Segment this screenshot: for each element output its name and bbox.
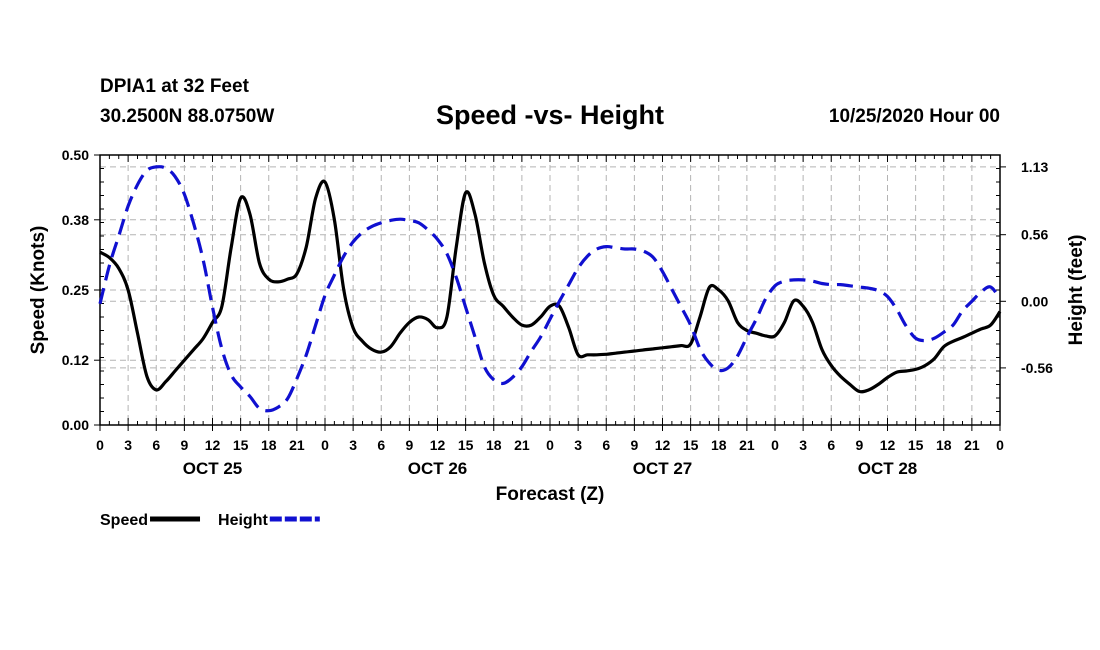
x-tick-label: 0	[96, 437, 104, 453]
x-tick-label: 6	[827, 437, 835, 453]
speed-series-line	[99, 179, 1002, 394]
x-tick-label: 0	[321, 437, 329, 453]
y2-tick-label: 1.13	[1021, 159, 1048, 175]
y-tick-label: 0.12	[62, 352, 89, 368]
y2-tick-label: -0.56	[1021, 360, 1053, 376]
y-axis-title: Speed (Knots)	[28, 226, 49, 355]
x-tick-label: 18	[261, 437, 277, 453]
y-tick-label: 0.25	[62, 282, 89, 298]
x-tick-label: 15	[458, 437, 474, 453]
legend-label-height: Height	[218, 512, 268, 529]
forecast-date: 10/25/2020 Hour 00	[828, 106, 1000, 127]
x-tick-label: 18	[711, 437, 727, 453]
x-tick-label: 15	[908, 437, 924, 453]
x-tick-label: 12	[430, 437, 446, 453]
x-tick-label: 3	[574, 437, 582, 453]
x-tick-label: 0	[546, 437, 554, 453]
y-tick-label: 0.00	[62, 417, 89, 433]
x-tick-label: 21	[739, 437, 755, 453]
y2-tick-label: 0.00	[1021, 293, 1048, 309]
chart-title: Speed -vs- Height	[435, 100, 665, 130]
x-tick-label: 3	[799, 437, 807, 453]
station-title: DPIA1 at 32 Feet	[100, 76, 249, 97]
legend-label-speed: Speed	[100, 512, 148, 529]
x-tick-label: 15	[683, 437, 699, 453]
x-tick-label: 6	[152, 437, 160, 453]
x-tick-label: 12	[880, 437, 896, 453]
y-tick-label: 0.50	[62, 147, 89, 163]
x-tick-label: 21	[289, 437, 305, 453]
x-tick-label: 0	[771, 437, 779, 453]
x-tick-label: 18	[486, 437, 502, 453]
day-label: OCT 27	[633, 459, 693, 478]
x-tick-label: 12	[655, 437, 671, 453]
x-tick-label: 6	[377, 437, 385, 453]
x-tick-label: 9	[180, 437, 188, 453]
x-tick-label: 12	[205, 437, 221, 453]
x-tick-label: 9	[405, 437, 413, 453]
x-tick-label: 3	[124, 437, 132, 453]
y2-axis-title: Height (feet)	[1066, 235, 1087, 346]
x-tick-label: 21	[964, 437, 980, 453]
height-series-line	[98, 165, 1002, 413]
day-label: OCT 26	[408, 459, 468, 478]
day-label: OCT 25	[183, 459, 243, 478]
x-tick-label: 0	[996, 437, 1004, 453]
x-axis-title: Forecast (Z)	[496, 484, 605, 505]
station-coordinates: 30.2500N 88.0750W	[100, 106, 275, 127]
y2-tick-label: 0.56	[1021, 227, 1048, 243]
x-tick-label: 3	[349, 437, 357, 453]
x-tick-label: 9	[855, 437, 863, 453]
x-tick-label: 18	[936, 437, 952, 453]
y-tick-label: 0.38	[62, 212, 89, 228]
x-tick-label: 21	[514, 437, 530, 453]
x-tick-label: 15	[233, 437, 249, 453]
x-tick-label: 9	[630, 437, 638, 453]
x-tick-label: 6	[602, 437, 610, 453]
day-label: OCT 28	[858, 459, 918, 478]
